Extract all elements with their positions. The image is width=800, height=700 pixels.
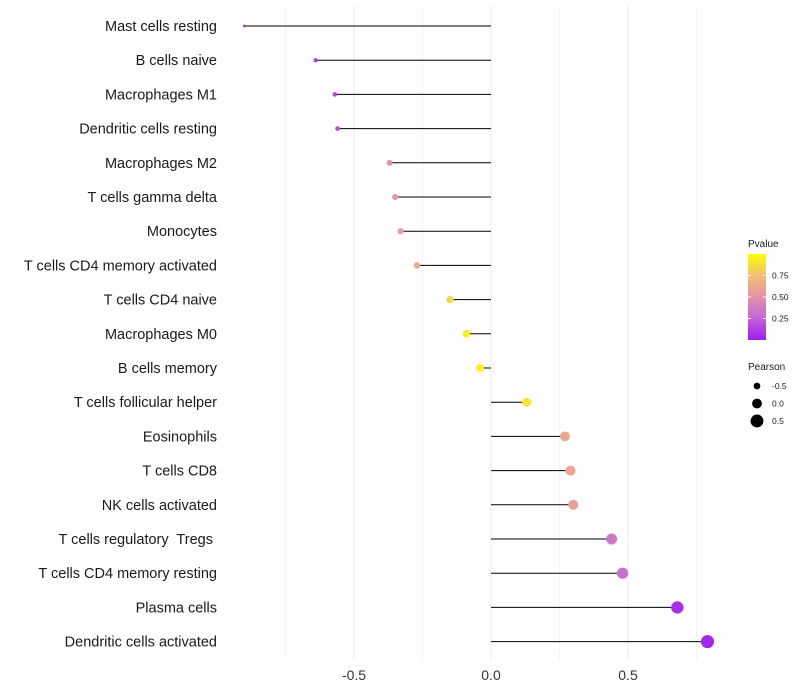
lollipop-point [560, 431, 570, 442]
category-label: T cells CD4 memory resting [38, 566, 217, 582]
lollipop-point [386, 159, 393, 166]
pearson-legend-key [752, 398, 762, 409]
category-label: Eosinophils [143, 429, 217, 445]
x-axis-ticks: -0.5 0.0 0.5 [342, 667, 638, 683]
stem-layer [244, 25, 708, 643]
pvalue-legend-label: 0.25 [772, 314, 789, 324]
category-label: Macrophages M2 [105, 156, 217, 172]
pvalue-legend-ticks: 0.25 0.50 0.75 [748, 271, 789, 324]
lollipop-point [446, 295, 454, 304]
pvalue-legend-label: 0.50 [772, 292, 789, 302]
pearson-legend-label: 0.0 [772, 399, 784, 409]
pearson-legend-label: 0.5 [772, 416, 784, 426]
pvalue-legend-label: 0.75 [772, 271, 789, 281]
pearson-legend-key [750, 414, 764, 428]
lollipop-point [332, 92, 338, 97]
category-label: Macrophages M1 [105, 87, 217, 103]
category-label: T cells follicular helper [74, 395, 217, 411]
category-label: Dendritic cells activated [65, 635, 217, 651]
lollipop-point [616, 567, 629, 579]
pearson-legend-label: -0.5 [772, 381, 787, 391]
lollipop-point [413, 262, 421, 269]
category-label: T cells CD4 naive [104, 293, 217, 309]
lollipop-point [392, 193, 399, 201]
category-label: T cells gamma delta [88, 190, 218, 206]
pearson-legend-key [753, 382, 761, 390]
lollipop-point [397, 228, 404, 235]
lollipop-point [671, 601, 684, 614]
x-tick-label: 0.5 [618, 667, 638, 683]
category-label: NK cells activated [102, 498, 217, 514]
lollipop-point [522, 397, 532, 407]
lollipop-point [335, 126, 340, 131]
category-label: B cells naive [136, 53, 217, 69]
category-labels: Mast cells resting B cells naive Macrophag… [24, 19, 218, 651]
pvalue-colorbar [748, 254, 766, 340]
category-label: Mast cells resting [105, 19, 217, 35]
category-label: Monocytes [147, 224, 217, 240]
lollipop-point [243, 24, 246, 28]
category-label: T cells CD4 memory activated [24, 258, 217, 274]
lollipop-point [568, 499, 579, 510]
pvalue-legend: Pvalue 0.25 0.50 0.75 [748, 239, 789, 340]
category-label: B cells memory [118, 361, 218, 377]
lollipop-point [313, 58, 318, 63]
lollipop-point [462, 329, 471, 338]
pearson-legend: Pearson -0.5 0.0 0.5 [748, 362, 787, 428]
lollipop-point [700, 635, 715, 649]
category-label: Plasma cells [136, 600, 217, 616]
lollipop-point [476, 364, 485, 372]
lollipop-point [565, 465, 576, 476]
category-label: Macrophages M0 [105, 327, 217, 343]
category-label: T cells CD8 [142, 464, 217, 480]
grid-layer [285, 6, 697, 660]
lollipop-point [606, 533, 618, 545]
category-label: T cells regulatory Tregs [59, 532, 218, 548]
x-tick-label: -0.5 [342, 667, 366, 683]
pvalue-legend-title: Pvalue [748, 239, 779, 250]
category-label: Dendritic cells resting [79, 122, 217, 138]
point-layer [243, 24, 715, 649]
pearson-legend-keys: -0.5 0.0 0.5 [750, 381, 787, 428]
x-tick-label: 0.0 [481, 667, 501, 683]
pearson-legend-title: Pearson [748, 362, 785, 373]
